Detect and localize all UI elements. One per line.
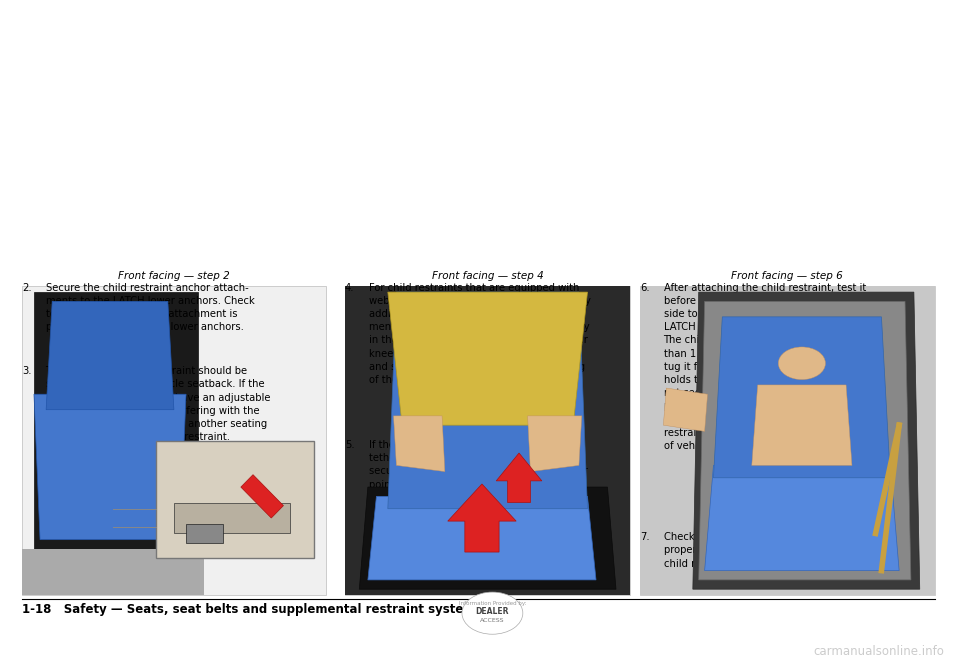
Polygon shape xyxy=(752,385,852,465)
Bar xyxy=(345,286,631,596)
Text: 1-18   Safety — Seats, seat belts and supplemental restraint system: 1-18 Safety — Seats, seat belts and supp… xyxy=(22,604,475,616)
Circle shape xyxy=(462,592,523,634)
Polygon shape xyxy=(368,497,596,580)
Text: Front facing — step 4: Front facing — step 4 xyxy=(432,271,543,281)
Polygon shape xyxy=(528,416,582,471)
Text: 5.: 5. xyxy=(345,440,354,450)
Text: ACCESS: ACCESS xyxy=(480,618,505,623)
Polygon shape xyxy=(241,475,283,518)
Text: After attaching the child restraint, test it
before you place the child in it. P: After attaching the child restraint, tes… xyxy=(663,283,894,451)
Polygon shape xyxy=(705,465,900,570)
Bar xyxy=(639,286,934,596)
Text: Front facing — step 2: Front facing — step 2 xyxy=(118,271,229,281)
Bar xyxy=(345,286,631,596)
Text: Front facing — step 6: Front facing — step 6 xyxy=(732,271,843,281)
Text: 7.: 7. xyxy=(639,532,649,542)
Polygon shape xyxy=(34,292,199,558)
Polygon shape xyxy=(699,301,911,580)
Bar xyxy=(22,286,326,596)
Text: carmanualsonline.info: carmanualsonline.info xyxy=(813,645,944,658)
Bar xyxy=(639,286,934,596)
Text: 2.: 2. xyxy=(22,283,32,293)
Bar xyxy=(186,524,223,542)
Polygon shape xyxy=(388,292,588,425)
Polygon shape xyxy=(496,453,541,503)
Text: Check to make sure the child restraint is
properly secured prior to each use. If: Check to make sure the child restraint i… xyxy=(663,532,868,568)
Polygon shape xyxy=(359,487,616,589)
Text: DEALER: DEALER xyxy=(475,608,509,616)
Circle shape xyxy=(779,347,826,380)
Text: 6.: 6. xyxy=(639,283,649,293)
Text: If the child restraint is equipped with a top
tether strap, route the top tether: If the child restraint is equipped with … xyxy=(369,440,588,503)
Text: Secure the child restraint anchor attach-
ments to the LATCH lower anchors. Chec: Secure the child restraint anchor attach… xyxy=(45,283,254,332)
Polygon shape xyxy=(713,317,890,478)
Text: Information Provided by:: Information Provided by: xyxy=(459,601,526,606)
Polygon shape xyxy=(447,484,516,552)
Text: The back of the child restraint should be
secured against the vehicle seatback. : The back of the child restraint should b… xyxy=(45,367,270,442)
Polygon shape xyxy=(34,394,186,540)
Bar xyxy=(174,503,290,533)
Text: 4.: 4. xyxy=(345,283,354,293)
Polygon shape xyxy=(22,549,204,596)
Polygon shape xyxy=(394,416,444,471)
Text: For child restraints that are equipped with
webbing mounted attachments, remove : For child restraints that are equipped w… xyxy=(369,283,590,385)
Text: 3.: 3. xyxy=(22,367,32,376)
Polygon shape xyxy=(46,301,174,410)
Polygon shape xyxy=(693,292,920,589)
Polygon shape xyxy=(388,292,588,509)
Polygon shape xyxy=(663,388,708,432)
Bar xyxy=(156,441,314,558)
